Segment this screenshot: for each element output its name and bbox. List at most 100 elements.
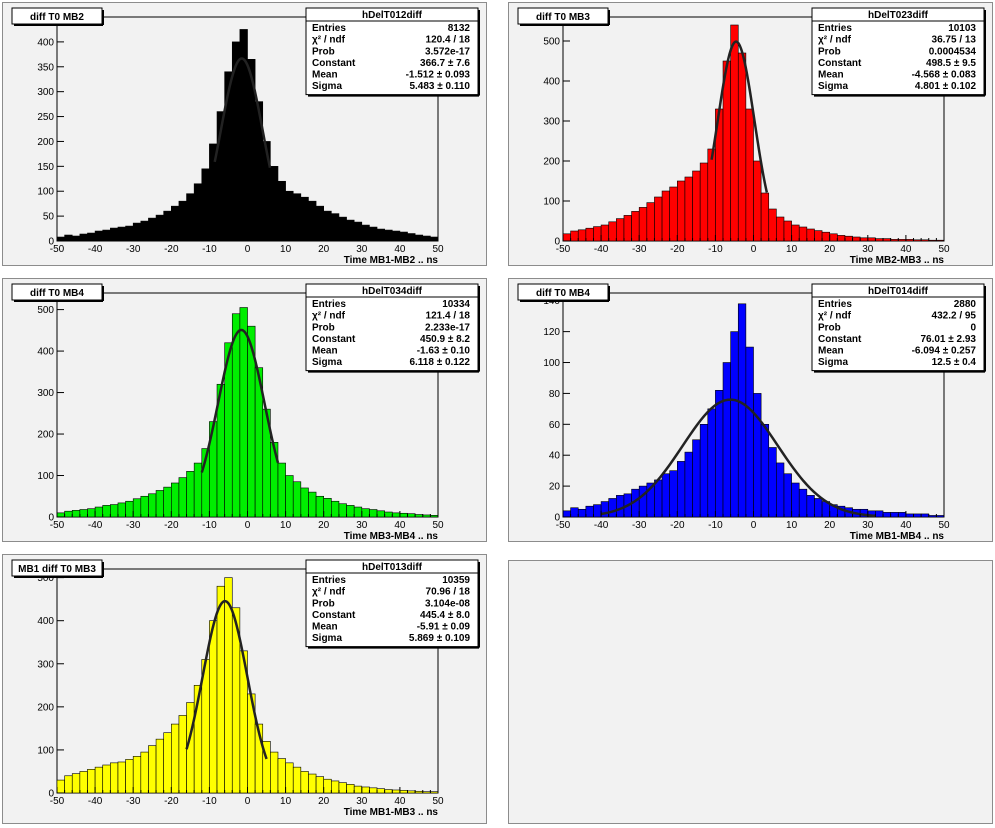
x-tick-label: 40 bbox=[900, 244, 912, 255]
histogram-bar bbox=[821, 231, 830, 242]
histogram-svg: -50 -40 -30 -20 -10 0 10 20 30 40 5001002003004005… bbox=[517, 7, 986, 265]
histogram-bar bbox=[669, 470, 678, 518]
stats-value: 120.4 / 18 bbox=[426, 35, 471, 46]
y-tick-label: 300 bbox=[37, 388, 54, 399]
y-tick-label: 200 bbox=[37, 137, 54, 148]
histogram-bar bbox=[798, 488, 808, 518]
histogram-bar bbox=[285, 190, 294, 242]
histogram-svg: -50 -40 -30 -20 -10 0 10 20 30 40 50 0 20 40 60 80 100 12… bbox=[517, 283, 986, 541]
histogram-bar bbox=[928, 515, 937, 518]
x-tick-label: 40 bbox=[394, 796, 406, 807]
stats-value: 70.96 / 18 bbox=[426, 587, 471, 598]
stats-value: 432.2 / 95 bbox=[932, 311, 977, 322]
histogram-bar bbox=[338, 503, 347, 518]
x-tick-label: -30 bbox=[632, 520, 647, 531]
gaussian-fit-curve bbox=[185, 599, 268, 760]
histogram-bar bbox=[140, 751, 149, 794]
histogram-bar bbox=[64, 234, 73, 242]
stats-value: -1.63 ± 0.10 bbox=[417, 346, 471, 357]
histogram-bar bbox=[125, 225, 134, 242]
stats-histogram-name: hDelT023diff bbox=[868, 10, 929, 21]
histogram-bar bbox=[570, 230, 579, 242]
histogram-bar bbox=[376, 510, 385, 518]
histogram-bar bbox=[897, 512, 907, 518]
histogram-bar bbox=[661, 190, 670, 242]
histogram-bar bbox=[829, 233, 838, 242]
histogram-bar bbox=[193, 183, 203, 242]
histogram-bar bbox=[669, 186, 678, 242]
x-tick-label: 20 bbox=[318, 796, 330, 807]
histogram-bar bbox=[715, 390, 724, 518]
histogram-bar bbox=[163, 732, 172, 794]
histogram-bar bbox=[562, 510, 571, 518]
stats-label: Mean bbox=[818, 346, 844, 357]
histogram-svg: -50 -40 -30 -20 -10 0 10 20 30 40 50 0 50 100 150 200 25… bbox=[11, 7, 480, 265]
histogram-bar bbox=[148, 493, 157, 518]
y-tick-label: 0 bbox=[48, 513, 54, 524]
y-tick-label: 400 bbox=[543, 77, 560, 88]
x-tick-label: -20 bbox=[164, 244, 179, 255]
y-tick-label: 350 bbox=[37, 62, 54, 73]
histogram-bar bbox=[882, 512, 891, 518]
stats-value: -4.568 ± 0.083 bbox=[912, 70, 977, 81]
stats-label: χ² / ndf bbox=[312, 311, 346, 322]
x-tick-label: 10 bbox=[280, 244, 292, 255]
histogram-bar bbox=[308, 491, 317, 518]
histogram-bar bbox=[102, 229, 111, 242]
stats-value: 8132 bbox=[448, 23, 471, 34]
histogram-bar bbox=[585, 505, 594, 518]
stats-label: Prob bbox=[312, 46, 335, 57]
histogram-bar bbox=[422, 791, 431, 794]
histogram-bar bbox=[608, 221, 617, 242]
histogram-bar bbox=[94, 506, 104, 518]
gaussian-fit-curve bbox=[710, 40, 769, 193]
histogram-bar bbox=[87, 232, 96, 242]
y-tick-label: 100 bbox=[37, 187, 54, 198]
x-tick-label: 50 bbox=[432, 796, 444, 807]
histogram-bar bbox=[600, 224, 610, 242]
stats-label: Entries bbox=[312, 575, 346, 586]
histogram-bar bbox=[140, 495, 149, 518]
histogram-bar bbox=[616, 218, 625, 242]
histogram-bar bbox=[407, 513, 416, 518]
x-tick-label: 30 bbox=[356, 796, 368, 807]
stats-box bbox=[811, 7, 985, 96]
y-tick-label: 300 bbox=[37, 87, 54, 98]
histogram-bar bbox=[186, 471, 195, 518]
x-tick-label: -40 bbox=[88, 796, 103, 807]
x-tick-label: -30 bbox=[126, 244, 141, 255]
histogram-bar bbox=[56, 236, 65, 242]
stats-label: χ² / ndf bbox=[818, 311, 852, 322]
x-tick-label: 20 bbox=[824, 244, 836, 255]
x-tick-label: 50 bbox=[938, 244, 950, 255]
histogram-bar bbox=[814, 230, 823, 242]
histogram-bar bbox=[300, 487, 309, 518]
histogram-bar bbox=[646, 202, 655, 242]
histogram-bar bbox=[654, 196, 663, 242]
histogram-bar bbox=[331, 213, 340, 242]
histogram-bar bbox=[699, 424, 709, 518]
histogram-bar bbox=[730, 24, 739, 242]
y-tick-label: 300 bbox=[543, 117, 560, 128]
histogram-bar bbox=[361, 224, 370, 242]
histogram-bar bbox=[768, 208, 777, 242]
histogram-bar bbox=[631, 211, 640, 242]
stats-value: 2.233e-17 bbox=[425, 322, 470, 333]
x-axis-label: Time MB1-MB2 .. ns bbox=[344, 255, 439, 265]
histogram-bar bbox=[79, 233, 88, 242]
stats-value: 121.4 / 18 bbox=[426, 311, 471, 322]
histogram-bar bbox=[216, 585, 225, 794]
histogram-bar bbox=[331, 500, 340, 518]
stats-label: Mean bbox=[312, 70, 338, 81]
histogram-bar bbox=[117, 502, 126, 518]
y-tick-label: 50 bbox=[43, 212, 55, 223]
stats-value: 2880 bbox=[954, 299, 977, 310]
histogram-bar bbox=[132, 498, 142, 518]
histogram-bar bbox=[570, 507, 579, 518]
x-tick-label: 40 bbox=[900, 520, 912, 531]
y-tick-label: 120 bbox=[543, 327, 560, 338]
stats-value: -6.094 ± 0.257 bbox=[912, 346, 977, 357]
y-tick-label: 60 bbox=[549, 420, 561, 431]
stats-value: 36.75 / 13 bbox=[932, 35, 977, 46]
x-tick-label: 30 bbox=[862, 520, 874, 531]
